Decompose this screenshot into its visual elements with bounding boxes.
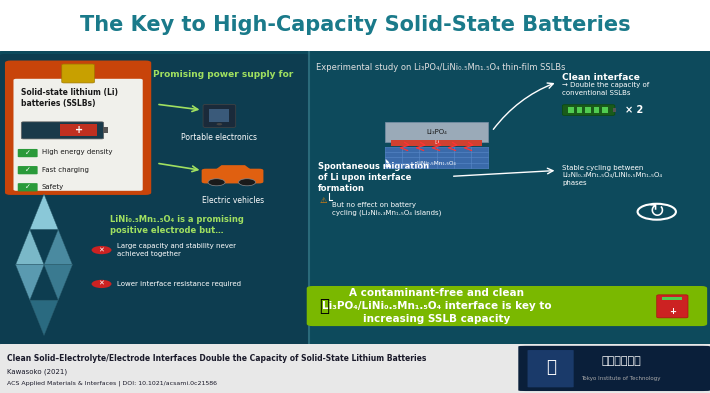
Polygon shape <box>214 165 252 171</box>
Text: Large capacity and stability never
achieved together: Large capacity and stability never achie… <box>117 243 236 257</box>
Text: Clean Solid–Electrolyte/Electrode Interfaces Double the Capacity of Solid-State : Clean Solid–Electrolyte/Electrode Interf… <box>7 354 427 363</box>
Text: LiNi₀.₅Mn₁.₅O₄: LiNi₀.₅Mn₁.₅O₄ <box>417 161 457 165</box>
FancyBboxPatch shape <box>5 61 151 195</box>
FancyBboxPatch shape <box>21 122 104 139</box>
Text: Fast charging: Fast charging <box>42 167 89 173</box>
Bar <box>585 107 591 113</box>
FancyBboxPatch shape <box>391 140 483 146</box>
Polygon shape <box>44 265 72 300</box>
Text: 東京工業大学: 東京工業大学 <box>601 356 641 366</box>
Text: A contaminant-free and clean
Li₃PO₄/LiNi₀.₅Mn₁.₅O₄ interface is key to
increasin: A contaminant-free and clean Li₃PO₄/LiNi… <box>322 288 552 324</box>
Polygon shape <box>44 230 72 265</box>
Circle shape <box>217 123 222 125</box>
Text: ⛩: ⛩ <box>546 358 556 376</box>
Text: Experimental study on Li₃PO₄/LiNi₀.₅Mn₁.₅O₄ thin-film SSLBs: Experimental study on Li₃PO₄/LiNi₀.₅Mn₁.… <box>316 63 565 72</box>
Bar <box>568 107 574 113</box>
Polygon shape <box>30 194 58 230</box>
Polygon shape <box>30 300 58 336</box>
Text: 💡: 💡 <box>319 297 329 315</box>
Text: Spontaneous migration
of Li upon interface
formation: Spontaneous migration of Li upon interfa… <box>318 162 430 193</box>
FancyBboxPatch shape <box>562 105 615 116</box>
Text: → Double the capacity of
conventional SSLBs: → Double the capacity of conventional SS… <box>562 82 650 96</box>
Text: +: + <box>669 307 676 316</box>
Text: Tokyo Institute of Technology: Tokyo Institute of Technology <box>581 376 661 381</box>
Bar <box>25 125 55 136</box>
FancyBboxPatch shape <box>386 147 488 167</box>
Polygon shape <box>16 230 44 265</box>
FancyBboxPatch shape <box>18 183 38 191</box>
FancyBboxPatch shape <box>18 149 38 157</box>
Text: ACS Applied Materials & Interfaces | DOI: 10.1021/acsami.0c21586: ACS Applied Materials & Interfaces | DOI… <box>7 381 217 386</box>
Text: Portable electronics: Portable electronics <box>181 133 258 142</box>
Bar <box>594 107 599 113</box>
Text: The Key to High-Capacity Solid-State Batteries: The Key to High-Capacity Solid-State Bat… <box>80 15 630 35</box>
Circle shape <box>92 246 111 254</box>
Text: ✕: ✕ <box>99 247 104 253</box>
Text: Stable cycling between
Li₂Ni₀.₃Mn₁.₅O₄/LiNi₀.₅Mn₁.₅O₄
phases: Stable cycling between Li₂Ni₀.₃Mn₁.₅O₄/L… <box>562 165 662 185</box>
Text: +: + <box>75 125 83 135</box>
FancyBboxPatch shape <box>518 346 710 391</box>
Text: Promising power supply for: Promising power supply for <box>153 70 293 79</box>
FancyBboxPatch shape <box>202 169 263 184</box>
Bar <box>60 125 97 136</box>
Bar <box>577 107 582 113</box>
Text: Li: Li <box>434 140 439 145</box>
Bar <box>662 297 682 300</box>
FancyBboxPatch shape <box>62 64 94 83</box>
Text: High energy density: High energy density <box>42 149 112 156</box>
Text: ✕: ✕ <box>99 281 104 287</box>
Text: Solid-state lithium (Li)
batteries (SSLBs): Solid-state lithium (Li) batteries (SSLB… <box>21 88 119 108</box>
FancyBboxPatch shape <box>0 54 309 344</box>
Text: ↻: ↻ <box>648 202 665 221</box>
FancyBboxPatch shape <box>13 79 143 191</box>
Bar <box>602 107 608 113</box>
Text: Kawasoko (2021): Kawasoko (2021) <box>7 369 67 375</box>
Text: ✓: ✓ <box>25 150 31 156</box>
FancyBboxPatch shape <box>386 122 488 142</box>
Text: ✓: ✓ <box>25 167 31 173</box>
Polygon shape <box>16 265 44 300</box>
Bar <box>613 108 616 112</box>
Text: Electric vehicles: Electric vehicles <box>202 196 264 206</box>
Bar <box>103 127 108 133</box>
Text: LiNi₀.₅Mn₁.₅O₄ is a promising
positive electrode but…: LiNi₀.₅Mn₁.₅O₄ is a promising positive e… <box>110 215 244 235</box>
Circle shape <box>208 179 225 186</box>
FancyBboxPatch shape <box>657 295 688 318</box>
Text: Safety: Safety <box>42 184 64 190</box>
Circle shape <box>92 280 111 288</box>
Text: × 2: × 2 <box>625 105 643 115</box>
Text: Lower interface resistance required: Lower interface resistance required <box>117 281 241 287</box>
Bar <box>209 109 229 122</box>
Text: But no effect on battery
cycling (Li₂Ni₀.₃Mn₁.₅O₄ islands): But no effect on battery cycling (Li₂Ni₀… <box>332 202 442 216</box>
FancyBboxPatch shape <box>528 350 574 387</box>
FancyBboxPatch shape <box>18 166 38 174</box>
Text: ⚠: ⚠ <box>320 196 327 205</box>
Text: Li₃PO₄: Li₃PO₄ <box>426 129 447 135</box>
Text: Clean interface: Clean interface <box>562 73 640 82</box>
Circle shape <box>239 179 256 186</box>
FancyBboxPatch shape <box>307 286 707 326</box>
Text: ✓: ✓ <box>25 184 31 190</box>
FancyBboxPatch shape <box>203 105 236 127</box>
